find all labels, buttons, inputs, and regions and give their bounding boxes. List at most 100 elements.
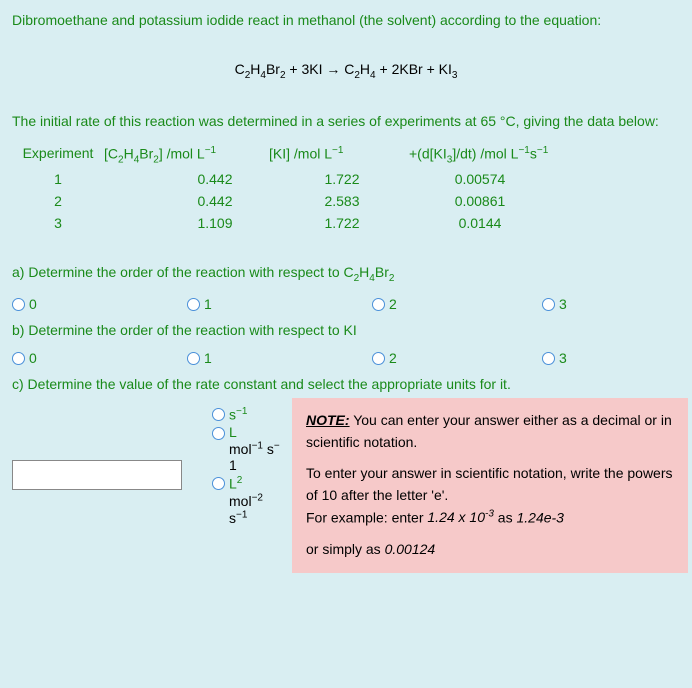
option-b-2[interactable]: 2 (372, 350, 542, 366)
note-line-2: To enter your answer in scientific notat… (306, 463, 674, 506)
cell-b: 1.722 (292, 212, 392, 234)
question-c: c) Determine the value of the rate const… (0, 374, 692, 398)
qa-text: a) Determine the order of the reaction w… (12, 264, 354, 280)
radio-icon (372, 298, 385, 311)
radio-icon (12, 298, 25, 311)
hdr-part: ] /mol L (159, 145, 205, 161)
radio-icon (372, 352, 385, 365)
col-rate: +(d[KI3]/dt) /mol L−1s−1 (409, 142, 609, 168)
hdr-sup: −1 (332, 145, 343, 156)
opt-label: 1 (204, 350, 212, 366)
unit-label: L mol−1 s−1 (229, 425, 280, 473)
eqn-part: C (235, 61, 245, 77)
hdr-sup: −1 (518, 145, 529, 156)
cell-exp: 1 (12, 168, 104, 190)
opt-label: 2 (389, 296, 397, 312)
col-ki: [KI] /mol L−1 (269, 142, 409, 168)
cell-a: 0.442 (156, 168, 274, 190)
eqn-part: + 3KI → C (286, 61, 355, 77)
hdr-sup: −1 (537, 145, 548, 156)
col-c2h4br2: [C2H4Br2] /mol L−1 (104, 142, 269, 168)
cell-exp: 3 (12, 212, 104, 234)
table-row: 3 1.109 1.722 0.0144 (12, 212, 680, 234)
note-text: or simply as (306, 541, 385, 557)
cell-a: 0.442 (156, 190, 274, 212)
opt-label: 3 (559, 296, 567, 312)
option-b-1[interactable]: 1 (187, 350, 372, 366)
option-a-0[interactable]: 0 (12, 296, 187, 312)
eqn-part: + 2KBr + KI (376, 61, 452, 77)
question-b: b) Determine the order of the reaction w… (0, 320, 692, 346)
note-label: NOTE: (306, 412, 350, 428)
equation: C2H4Br2 + 3KI → C2H4 + 2KBr + KI3 (0, 35, 692, 107)
note-example: 1.24e-3 (516, 509, 563, 525)
radio-icon (212, 477, 225, 490)
note-example: 1.24 x 10-3 (427, 509, 494, 525)
note-line-1: NOTE: You can enter your answer either a… (306, 410, 674, 453)
radio-icon (542, 352, 555, 365)
note-text: You can enter your answer either as a de… (306, 412, 672, 450)
opt-label: 2 (389, 350, 397, 366)
options-b: 0 1 2 3 (0, 346, 692, 374)
radio-icon (12, 352, 25, 365)
cell-c: 0.0144 (410, 212, 550, 234)
radio-icon (542, 298, 555, 311)
table-row: 1 0.442 1.722 0.00574 (12, 168, 680, 190)
col-experiment: Experiment (12, 142, 104, 168)
answer-area (12, 398, 212, 573)
option-b-3[interactable]: 3 (542, 350, 567, 366)
qa-sub: 2 (389, 273, 395, 284)
opt-label: 1 (204, 296, 212, 312)
hdr-part: H (124, 145, 134, 161)
eqn-part: H (360, 61, 370, 77)
unit-option-lmol-1s-1[interactable]: L mol−1 s−1 (212, 425, 292, 473)
unit-label: L2 mol−2s−1 (229, 475, 263, 526)
hdr-sup: −1 (205, 145, 216, 156)
qa-text: Br (375, 264, 389, 280)
option-b-0[interactable]: 0 (12, 350, 187, 366)
hdr-part: [C (104, 145, 118, 161)
note-text: For example: enter (306, 509, 427, 525)
data-intro: The initial rate of this reaction was de… (0, 107, 692, 142)
option-a-1[interactable]: 1 (187, 296, 372, 312)
cell-b: 1.722 (292, 168, 392, 190)
opt-label: 3 (559, 350, 567, 366)
hdr-part: s (530, 145, 537, 161)
options-a: 0 1 2 3 (0, 292, 692, 320)
rate-constant-input[interactable] (12, 460, 182, 490)
unit-option-s-1[interactable]: s−1 (212, 406, 292, 423)
eqn-sub: 3 (452, 70, 458, 81)
cell-a: 1.109 (156, 212, 274, 234)
option-a-3[interactable]: 3 (542, 296, 567, 312)
cell-c: 0.00861 (410, 190, 550, 212)
radio-icon (187, 352, 200, 365)
table-header: Experiment [C2H4Br2] /mol L−1 [KI] /mol … (12, 142, 680, 168)
hdr-part: ]/dt) /mol L (452, 145, 518, 161)
option-a-2[interactable]: 2 (372, 296, 542, 312)
part-c-area: s−1 L mol−1 s−1 L2 mol−2s−1 NOTE: You ca… (0, 398, 692, 573)
units-options: s−1 L mol−1 s−1 L2 mol−2s−1 (212, 398, 292, 573)
opt-label: 0 (29, 350, 37, 366)
cell-exp: 2 (12, 190, 104, 212)
radio-icon (187, 298, 200, 311)
question-a: a) Determine the order of the reaction w… (0, 252, 692, 292)
hdr-part: [KI] /mol L (269, 145, 332, 161)
qa-text: H (359, 264, 369, 280)
radio-icon (212, 427, 225, 440)
opt-label: 0 (29, 296, 37, 312)
cell-b: 2.583 (292, 190, 392, 212)
note-line-3: For example: enter 1.24 x 10-3 as 1.24e-… (306, 507, 674, 529)
intro-text: Dibromoethane and potassium iodide react… (0, 0, 692, 35)
unit-option-l2mol-2s-1[interactable]: L2 mol−2s−1 (212, 475, 292, 526)
eqn-part: Br (266, 61, 280, 77)
table-row: 2 0.442 2.583 0.00861 (12, 190, 680, 212)
unit-label: s−1 (229, 406, 247, 423)
note-example: 0.00124 (385, 541, 436, 557)
note-box: NOTE: You can enter your answer either a… (292, 398, 688, 573)
radio-icon (212, 408, 225, 421)
data-table: Experiment [C2H4Br2] /mol L−1 [KI] /mol … (0, 142, 692, 252)
eqn-part: H (250, 61, 260, 77)
note-line-4: or simply as 0.00124 (306, 539, 674, 561)
hdr-part: Br (139, 145, 153, 161)
note-text: as (494, 509, 517, 525)
